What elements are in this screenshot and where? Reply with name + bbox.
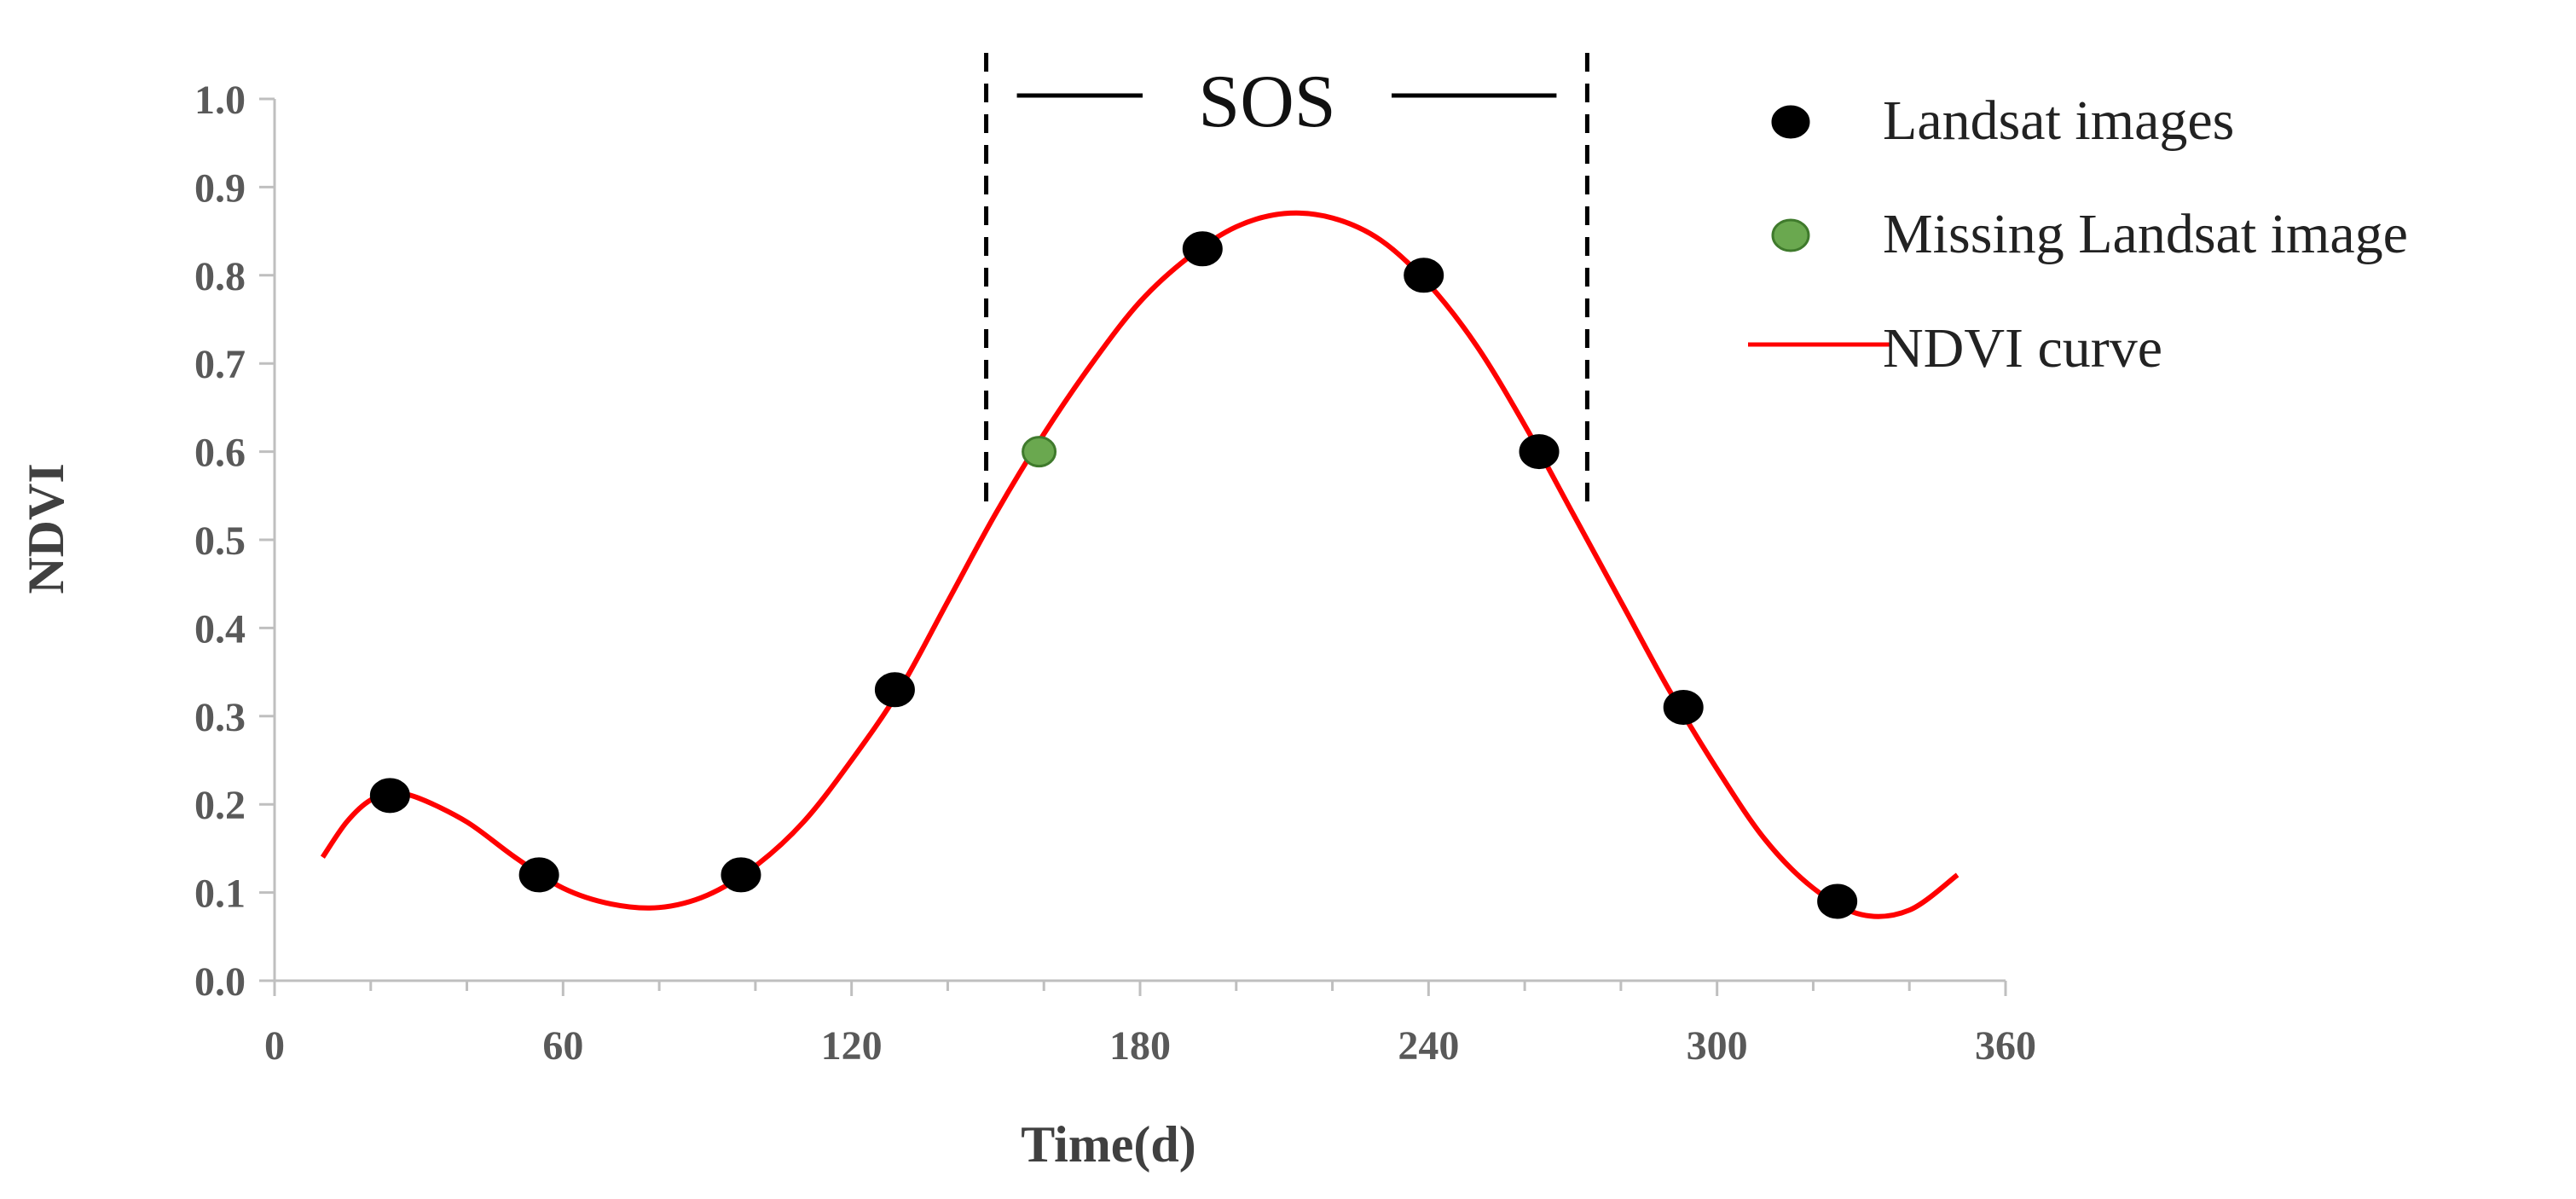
landsat-point (1404, 258, 1444, 293)
landsat-point (369, 778, 410, 814)
ndvi-curve (320, 210, 1959, 919)
landsat-point (1663, 689, 1704, 725)
legend-label: Landsat images (1883, 90, 2234, 152)
y-tick-label: 1.0 (194, 78, 246, 123)
landsat-point (518, 857, 559, 893)
x-tick-label: 0 (264, 1023, 285, 1069)
y-tick-label: 0.9 (194, 165, 246, 211)
y-tick-label: 0.8 (194, 254, 246, 299)
y-tick-label: 0.7 (194, 342, 246, 387)
landsat-point (1817, 883, 1858, 919)
landsat-point (1519, 434, 1560, 470)
y-axis-title: NDVI (18, 463, 74, 594)
x-tick-label: 360 (1975, 1023, 2036, 1069)
x-tick-label: 240 (1398, 1023, 1459, 1069)
legend-missing-landsat-marker (1771, 218, 1810, 252)
legend: Landsat images Missing Landsat image NDVI … (1748, 90, 2408, 379)
y-tick-label: 0.1 (194, 872, 246, 917)
y-tick-label: 0.0 (194, 959, 246, 1005)
landsat-point (1182, 231, 1223, 267)
x-tick-label: 300 (1687, 1023, 1748, 1069)
missing-landsat-point (1022, 436, 1057, 468)
y-tick-label: 0.6 (194, 431, 246, 476)
x-tick-label: 180 (1109, 1023, 1171, 1069)
y-tick-label: 0.4 (194, 606, 246, 652)
legend-label: NDVI curve (1883, 317, 2162, 379)
landsat-point (874, 672, 915, 708)
y-tick-label: 0.5 (194, 518, 246, 564)
landsat-point (721, 857, 761, 893)
x-tick-label: 60 (542, 1023, 583, 1069)
y-tick-label: 0.2 (194, 783, 246, 828)
legend-label: Missing Landsat image (1883, 203, 2408, 265)
legend-landsat-marker (1771, 105, 1810, 139)
x-axis-title: Time(d) (1021, 1116, 1196, 1173)
plot-area: 0.0 0.1 0.2 0.3 0.4 0.5 0.6 0.7 0.8 0.9 1.0 0 60 120 1… (194, 53, 2036, 1069)
sos-label: SOS (1198, 61, 1335, 143)
y-tick-label: 0.3 (194, 695, 246, 740)
x-tick-label: 120 (821, 1023, 883, 1069)
